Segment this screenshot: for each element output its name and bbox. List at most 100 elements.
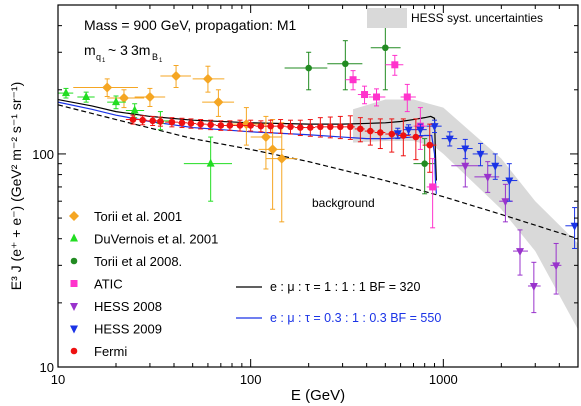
model-legend: e : μ : τ = 1 : 1 : 1 BF = 320 e : μ : τ…	[236, 280, 441, 325]
data-point	[324, 116, 335, 139]
data-point-marker	[276, 153, 287, 164]
data-point-marker	[382, 44, 389, 52]
model-curve-1	[57, 98, 437, 181]
data-point-marker	[400, 132, 407, 139]
data-point-marker	[213, 97, 224, 108]
data-point-marker	[388, 130, 396, 138]
data-point	[147, 115, 158, 126]
data-point	[344, 115, 355, 140]
data-point	[284, 51, 328, 91]
data-point	[441, 131, 458, 147]
data-point-layer	[58, 20, 579, 314]
data-point-marker	[287, 123, 294, 131]
series-atic	[345, 54, 440, 229]
data-point	[107, 89, 145, 109]
legend-label: DuVernois et al. 2001	[94, 232, 218, 247]
legend: Torii et al. 2001 DuVernois et al. 2001 To…	[69, 209, 218, 359]
data-point-marker	[505, 177, 514, 186]
data-point-marker	[260, 132, 271, 143]
legend-marker	[69, 211, 79, 221]
legend-marker	[70, 303, 78, 311]
y-tick-label: 10	[40, 360, 54, 375]
data-point	[457, 138, 473, 160]
data-point-marker	[206, 158, 215, 167]
model2-legend-label: e : μ : τ = 0.3 : 1 : 0.3 BF = 550	[270, 311, 441, 325]
x-tick-label: 100	[240, 372, 262, 387]
data-point	[250, 115, 282, 170]
data-point-marker	[305, 64, 312, 72]
data-point-marker	[236, 122, 244, 129]
data-point-marker	[144, 92, 155, 103]
legend-item-hess-2008: HESS 2008	[70, 299, 162, 314]
data-point	[157, 116, 165, 127]
data-point-marker	[349, 76, 357, 84]
data-point-marker	[412, 133, 420, 141]
data-point	[354, 117, 365, 143]
legend-label: HESS 2008	[94, 299, 162, 314]
data-point-marker	[267, 144, 278, 155]
data-point	[315, 117, 325, 138]
data-point-marker	[337, 123, 344, 131]
data-point-marker	[139, 116, 146, 124]
data-point-marker	[168, 118, 176, 126]
data-point-marker	[421, 160, 428, 167]
data-point	[215, 120, 227, 131]
data-point-marker	[157, 118, 164, 125]
series-hess-2008	[451, 148, 562, 314]
data-point	[255, 120, 266, 133]
data-point-marker	[404, 126, 413, 135]
data-point-marker	[570, 222, 579, 231]
legend-marker	[70, 257, 78, 265]
data-point-marker	[430, 123, 439, 132]
data-point-marker	[197, 120, 204, 128]
data-point-marker	[61, 88, 70, 97]
series-torii-et-al-2001	[73, 65, 298, 223]
y-tick-label: 100	[32, 147, 54, 162]
axis-tick-labels: 10 100 1000 10 100	[32, 147, 457, 387]
data-point-marker	[102, 82, 113, 93]
svg-text:3m: 3m	[131, 42, 150, 58]
data-point-marker	[516, 248, 525, 257]
data-point-marker	[391, 61, 399, 69]
data-point	[474, 161, 500, 193]
data-point-marker	[377, 129, 384, 136]
data-point-marker	[149, 117, 156, 125]
data-point-marker	[367, 127, 374, 135]
data-point-marker	[257, 122, 265, 130]
data-point-marker	[217, 122, 225, 129]
data-point	[357, 85, 371, 105]
data-point	[305, 119, 316, 137]
data-point-marker	[187, 120, 195, 127]
data-point	[565, 207, 579, 249]
data-point-marker	[307, 124, 314, 131]
legend-item-hess-2009: HESS 2009	[70, 322, 162, 337]
data-point	[374, 118, 386, 150]
legend-marker	[70, 233, 78, 242]
data-point	[285, 119, 296, 135]
plot-frame	[57, 4, 579, 368]
legend-marker	[70, 347, 78, 355]
data-point	[472, 142, 488, 167]
svg-text:B: B	[152, 52, 158, 62]
data-point	[403, 124, 414, 136]
data-point	[368, 88, 386, 107]
data-point-marker	[529, 282, 538, 291]
mass-annotation: Mass = 900 GeV, propagation: M1	[84, 17, 297, 33]
data-point	[265, 119, 277, 134]
data-point	[77, 91, 95, 103]
data-point-marker	[297, 124, 304, 131]
x-tick-label: 10	[51, 372, 65, 387]
legend-label: Fermi	[94, 344, 127, 359]
legend-item-atic: ATIC	[70, 277, 123, 292]
data-point-marker	[416, 126, 425, 135]
data-point	[187, 118, 196, 129]
data-point-marker	[491, 162, 500, 171]
data-point	[178, 117, 188, 129]
data-point-marker	[347, 123, 354, 131]
syst-legend-label: HESS syst. uncertainties	[411, 11, 543, 25]
data-point-marker	[267, 122, 274, 130]
data-point-marker	[129, 116, 137, 123]
data-point	[426, 119, 442, 134]
data-point-marker	[461, 145, 470, 154]
data-point-marker	[111, 97, 120, 106]
